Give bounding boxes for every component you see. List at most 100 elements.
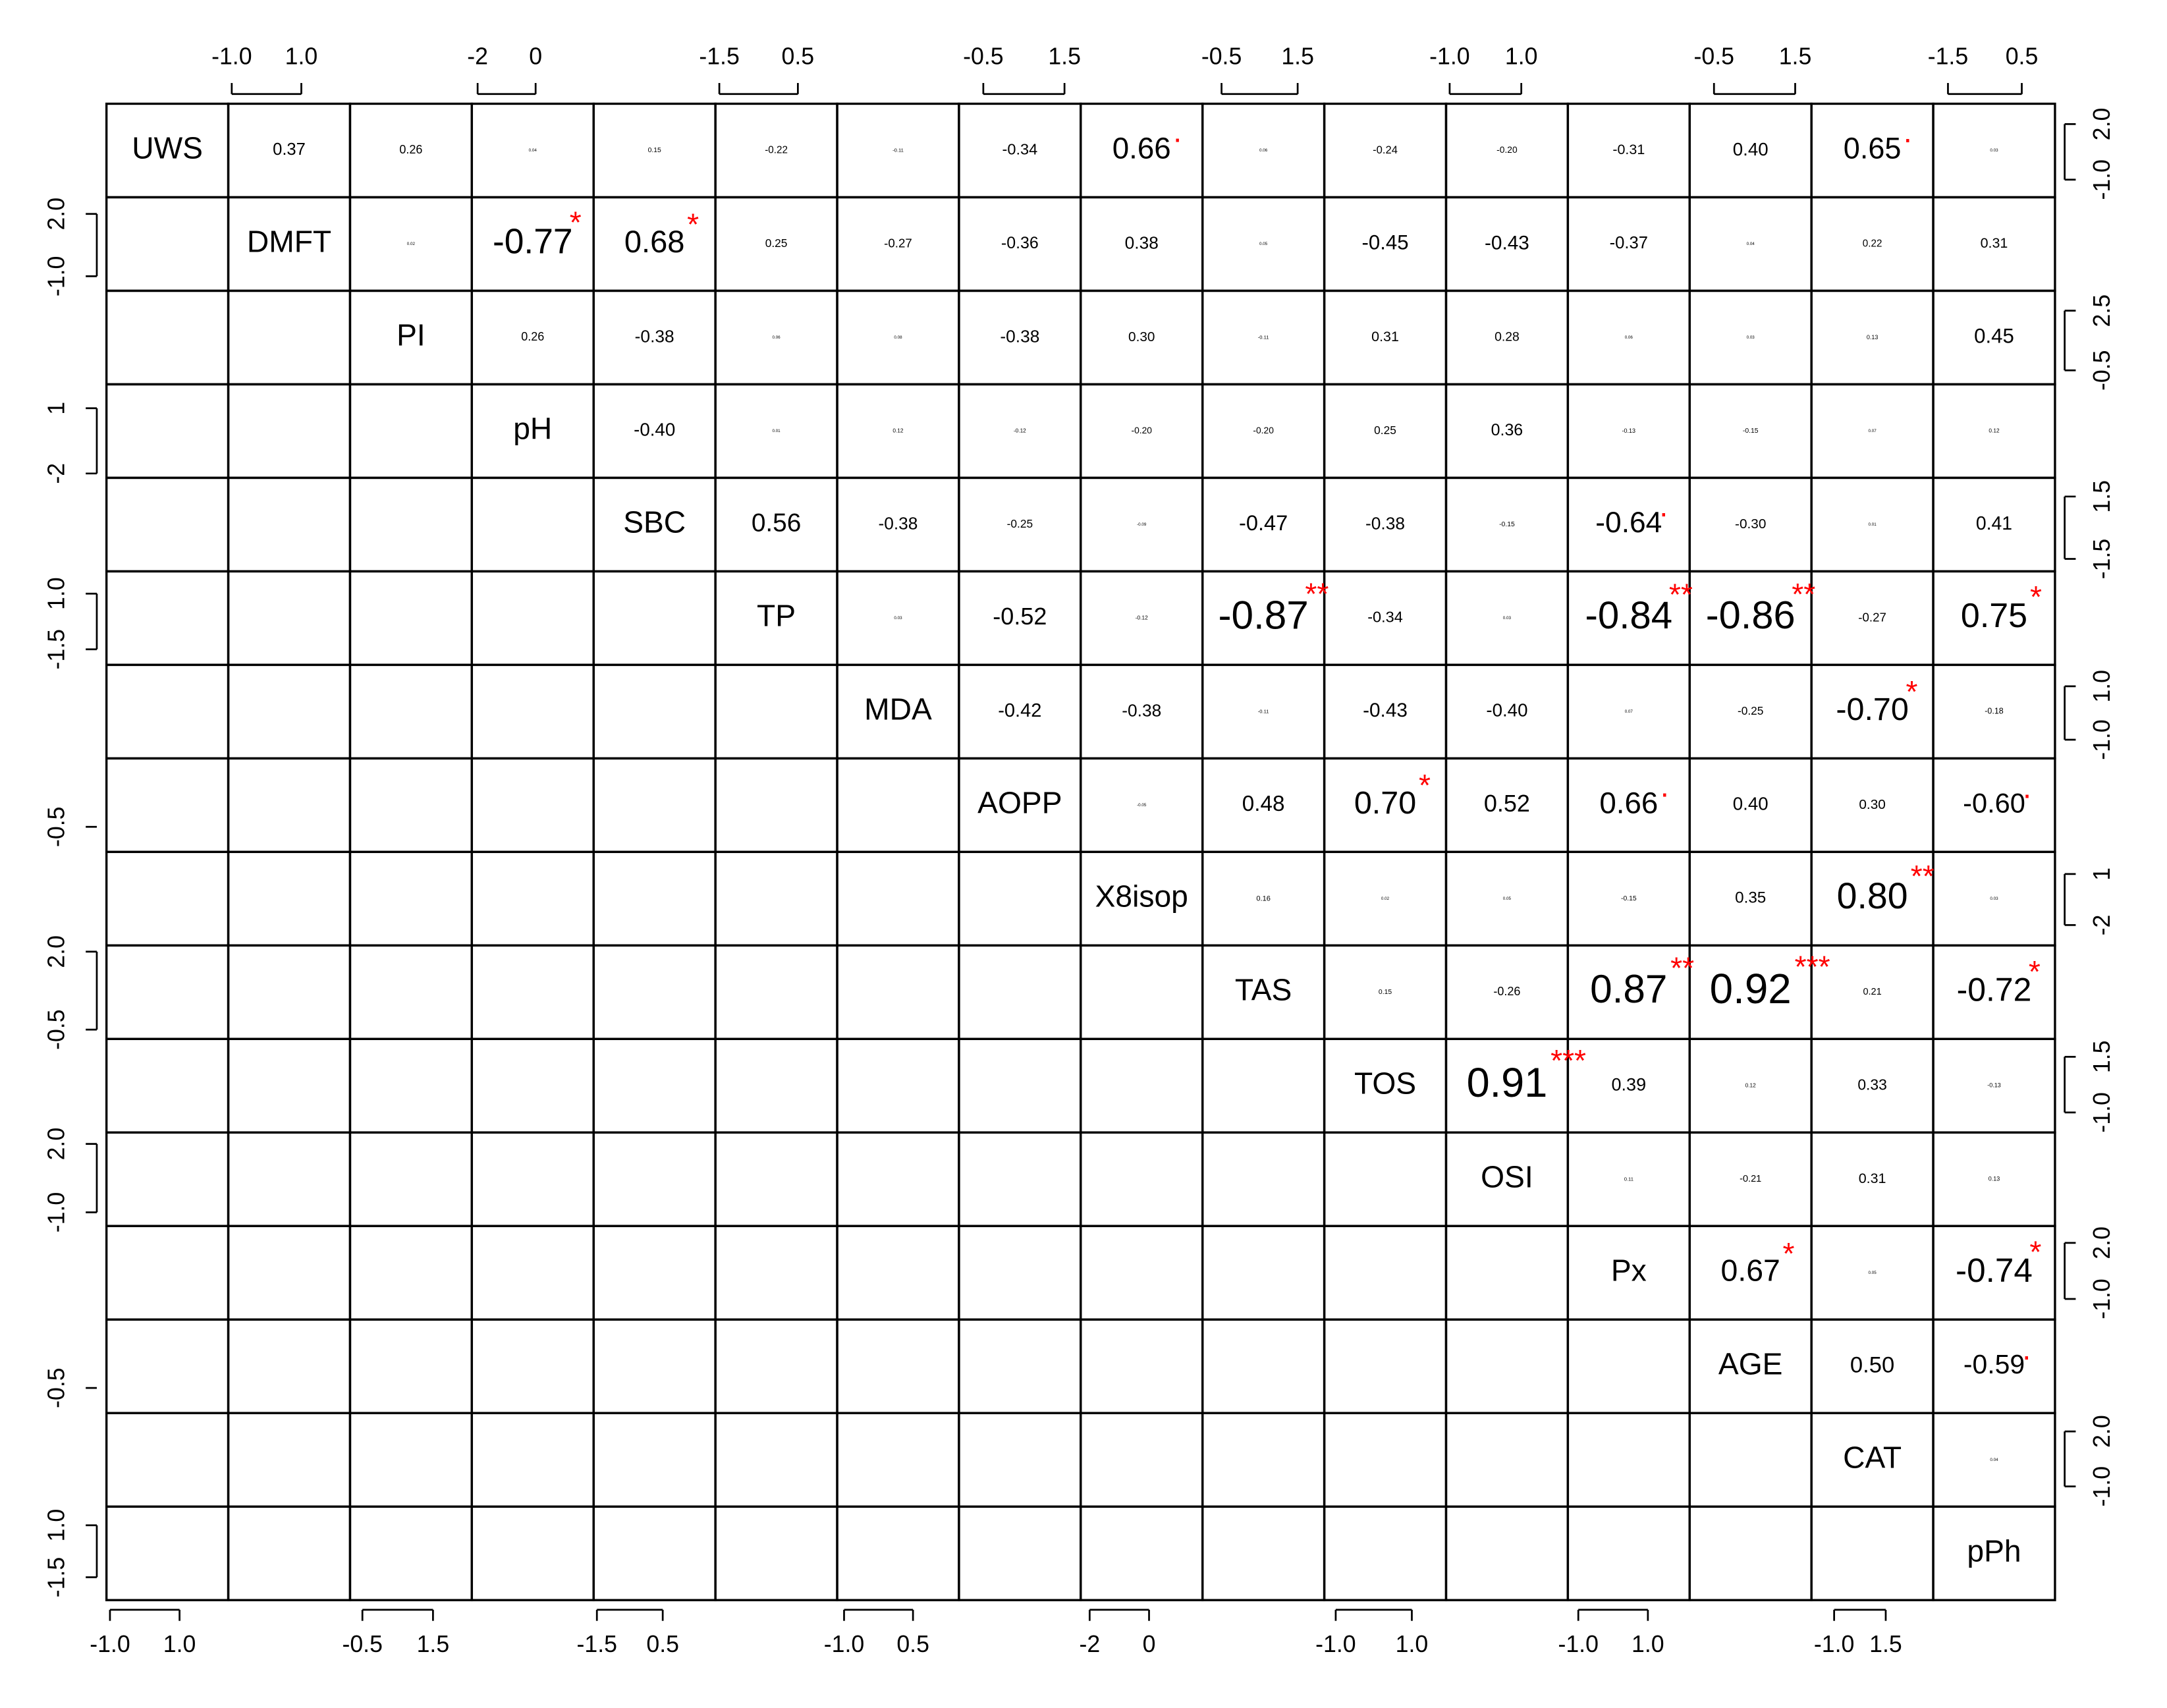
panel <box>470 476 595 573</box>
panel <box>836 1505 960 1601</box>
correlation: -0.20 <box>1253 425 1274 435</box>
correlation: -0.26 <box>1493 985 1520 998</box>
tick-label: 1.0 <box>285 43 318 70</box>
tick-label: 0 <box>1143 1631 1156 1657</box>
tick-label: -2 <box>2089 914 2115 935</box>
tick-label: -1.0 <box>1558 1631 1599 1657</box>
correlation: 0.25 <box>1374 424 1396 437</box>
significance: ** <box>1669 578 1693 612</box>
panel <box>227 944 352 1040</box>
correlation: -0.36 <box>1001 234 1039 252</box>
tick-label: 0.5 <box>782 43 815 70</box>
tick-label: -1.0 <box>824 1631 864 1657</box>
panel <box>105 570 230 667</box>
correlation: -0.27 <box>1858 610 1886 624</box>
panel <box>1323 1505 1448 1601</box>
panel <box>1201 1225 1326 1321</box>
panel <box>958 1131 1082 1227</box>
correlation: -0.84 <box>1585 594 1672 637</box>
panel <box>227 570 352 667</box>
correlation: -0.31 <box>1612 142 1645 157</box>
correlation: 0.37 <box>273 140 306 159</box>
significance: . <box>1904 115 1912 149</box>
tick-label: 1.0 <box>43 1509 70 1542</box>
panel <box>592 850 717 947</box>
panel <box>592 1131 717 1227</box>
tick-label: -1.5 <box>43 629 70 670</box>
correlation: -0.13 <box>1987 1082 2001 1089</box>
correlation: 0.91 <box>1467 1060 1548 1106</box>
correlation: 0.21 <box>1863 987 1881 997</box>
panel <box>227 663 352 760</box>
panel <box>348 944 474 1040</box>
significance: ** <box>1792 577 1815 611</box>
correlation: 0.13 <box>1867 334 1879 341</box>
correlation: -0.40 <box>1486 700 1527 721</box>
tick-label: 1.5 <box>2089 480 2115 513</box>
panel <box>470 1037 595 1134</box>
correlation: 0.31 <box>1981 235 2008 251</box>
variable-name: DMFT <box>247 225 331 259</box>
significance: . <box>1173 115 1182 149</box>
tick-label: 1.0 <box>1396 1631 1429 1657</box>
panel <box>592 1037 717 1134</box>
panel <box>1688 1505 1813 1601</box>
correlation: -0.12 <box>1014 427 1026 434</box>
tick-label: -1.0 <box>1429 43 1470 70</box>
panel <box>1201 1037 1326 1134</box>
variable-name: pPh <box>1967 1533 2021 1568</box>
variable-name: AGE <box>1718 1346 1783 1381</box>
panel <box>714 1131 838 1227</box>
tick-label: -2 <box>467 43 488 70</box>
tick-label: -1.0 <box>2089 719 2115 760</box>
correlation: 0.25 <box>765 236 788 250</box>
correlation: -0.59 <box>1963 1349 2025 1379</box>
correlation: -0.64 <box>1595 507 1662 539</box>
significance: * <box>1782 1236 1794 1271</box>
panel <box>227 476 352 573</box>
panel <box>348 1318 474 1414</box>
panel <box>836 1225 960 1321</box>
panel <box>1080 1037 1204 1134</box>
variable-name: MDA <box>864 692 932 727</box>
tick-label: 1 <box>2089 868 2115 881</box>
tick-label: 1.5 <box>1048 43 1081 70</box>
tick-label: -1.0 <box>90 1631 130 1657</box>
variable-name: TAS <box>1235 973 1292 1007</box>
variable-name: TP <box>757 599 796 633</box>
correlation: 0.02 <box>1381 896 1390 901</box>
panel <box>1201 1412 1326 1508</box>
correlation: -0.18 <box>1985 707 2003 716</box>
correlation: 0.16 <box>1256 895 1271 902</box>
significance: * <box>570 205 582 239</box>
tick-label: 1.5 <box>2089 1041 2115 1074</box>
panel <box>1323 1412 1448 1508</box>
correlation: 0.40 <box>1733 139 1769 159</box>
correlation: 0.31 <box>1371 329 1399 344</box>
correlation: 0.05 <box>1259 242 1268 246</box>
tick-label: -1.5 <box>576 1631 617 1657</box>
panel <box>592 757 717 854</box>
correlation: 0.04 <box>1990 1458 1998 1462</box>
correlation: -0.30 <box>1735 516 1766 532</box>
tick-label: -0.5 <box>43 807 70 848</box>
correlation: -0.38 <box>1000 326 1039 346</box>
tick-label: 0.5 <box>896 1631 929 1657</box>
tick-label: 2.0 <box>2089 1415 2115 1448</box>
tick-label: 0.5 <box>2006 43 2039 70</box>
correlation: -0.52 <box>993 603 1047 630</box>
correlation: 0.04 <box>529 148 537 153</box>
panel <box>105 757 230 854</box>
tick-label: -1.0 <box>43 1192 70 1233</box>
tick-label: -0.5 <box>43 1367 70 1408</box>
correlation: 0.38 <box>1125 233 1159 252</box>
panel <box>836 1131 960 1227</box>
correlation: -0.74 <box>1956 1252 2033 1289</box>
correlation: 0.36 <box>1491 421 1523 439</box>
significance: ** <box>1911 859 1934 893</box>
correlation: 0.01 <box>1868 522 1877 527</box>
correlation: -0.45 <box>1362 231 1409 254</box>
correlation: 0.33 <box>1857 1076 1887 1093</box>
panel <box>592 1318 717 1414</box>
